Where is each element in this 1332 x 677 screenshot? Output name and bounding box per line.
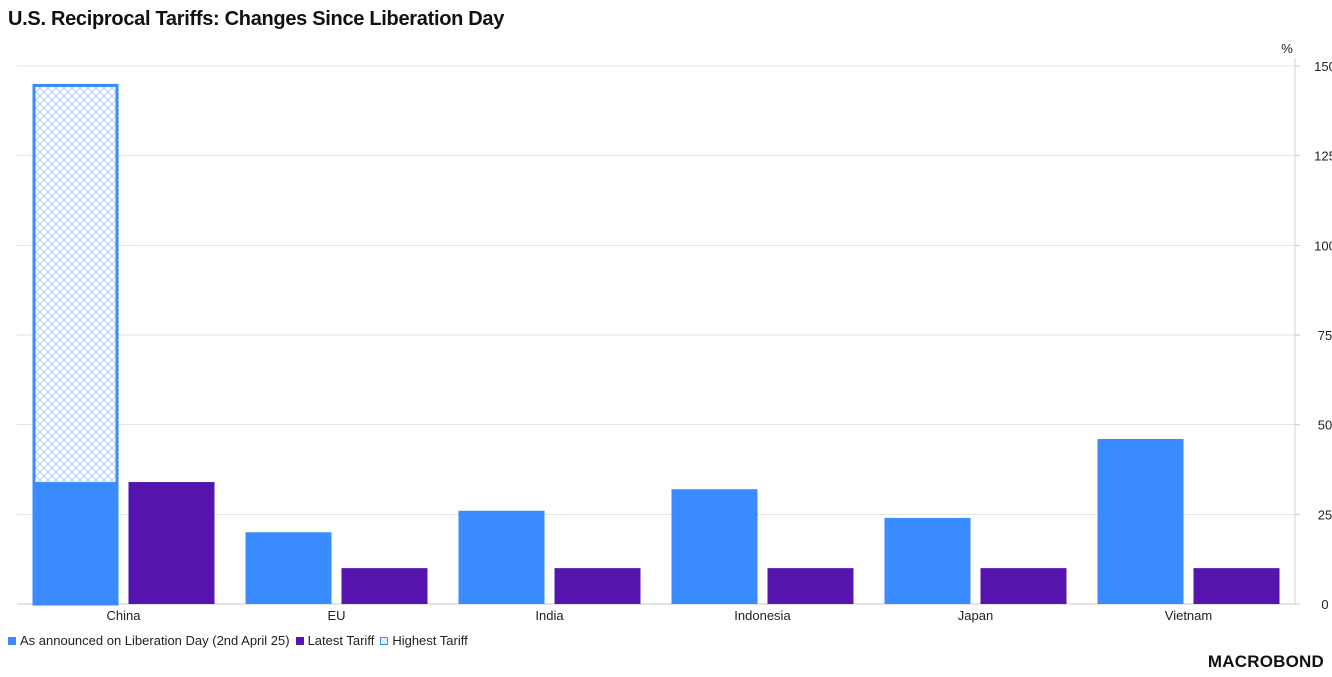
bar-announced-indonesia: [671, 489, 758, 604]
x-tick-label: EU: [327, 608, 345, 623]
legend-swatch-announced: [8, 636, 16, 645]
x-tick-label: Indonesia: [734, 608, 791, 623]
y-tick-label: 25: [1318, 507, 1332, 522]
bar-announced-china: [32, 482, 119, 604]
legend-item-highest: Highest Tariff: [380, 633, 468, 648]
legend-label-latest: Latest Tariff: [307, 633, 375, 648]
legend: As announced on Liberation Day (2nd Apri…: [8, 633, 468, 648]
legend-label-highest: Highest Tariff: [392, 633, 468, 648]
y-tick-label: 150: [1314, 59, 1332, 74]
bar-latest-japan: [980, 568, 1067, 604]
bar-announced-eu: [245, 532, 332, 604]
bar-announced-india: [458, 510, 545, 604]
bar-announced-japan: [884, 517, 971, 604]
y-tick-label: 100: [1314, 238, 1332, 253]
bar-latest-indonesia: [767, 568, 854, 604]
y-tick-label: 50: [1318, 418, 1332, 433]
y-tick-label: 0: [1321, 597, 1328, 612]
legend-swatch-latest: [295, 636, 304, 645]
bar-latest-eu: [341, 568, 428, 604]
x-tick-label: India: [535, 608, 564, 623]
legend-item-latest: Latest Tariff: [295, 633, 375, 648]
bars: [32, 83, 1280, 606]
x-tick-label: Vietnam: [1165, 608, 1212, 623]
x-tick-label: China: [107, 608, 142, 623]
legend-swatch-highest: [380, 636, 389, 645]
legend-label-announced: As announced on Liberation Day (2nd Apri…: [20, 633, 290, 648]
bar-latest-vietnam: [1193, 568, 1280, 604]
y-tick-label: 125: [1314, 149, 1332, 164]
y-tick-label: 75: [1318, 328, 1332, 343]
axes: 0 25 50 75 100 125 150% China EU India Indonesia Ja…: [107, 41, 1332, 623]
macrobond-logo: MACROBOND: [1207, 652, 1324, 671]
chart-title: U.S. Reciprocal Tariffs: Changes Since L…: [8, 8, 505, 30]
bar-latest-india: [554, 568, 641, 604]
bar-announced-vietnam: [1097, 439, 1184, 604]
bar-latest-china: [128, 482, 215, 604]
gridlines: [17, 65, 1295, 605]
legend-item-announced: As announced on Liberation Day (2nd Apri…: [8, 633, 290, 648]
x-tick-label: Japan: [958, 608, 993, 623]
y-axis-unit-label: %: [1281, 41, 1293, 56]
